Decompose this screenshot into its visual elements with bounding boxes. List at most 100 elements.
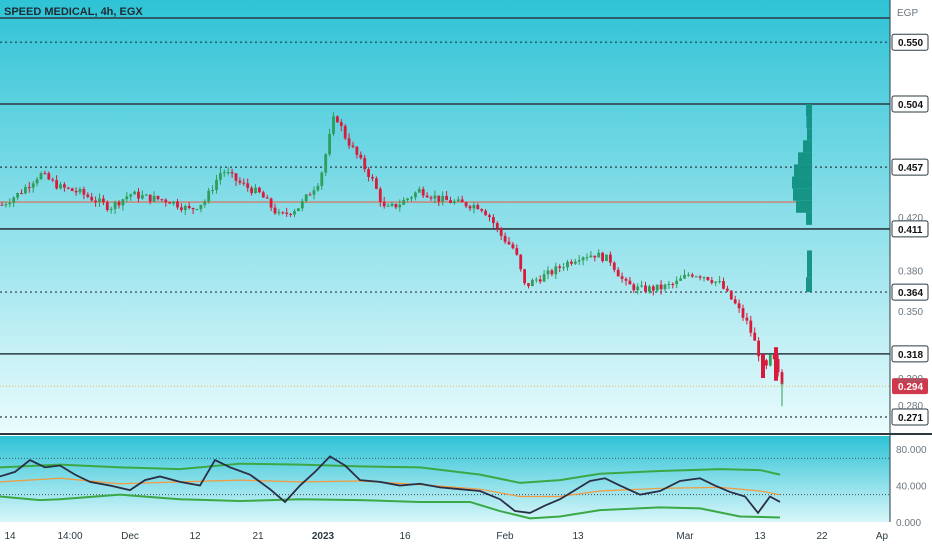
candle-body	[141, 195, 144, 199]
time-axis-tick: 21	[252, 531, 264, 542]
price-axis[interactable]	[890, 0, 932, 522]
candle-body	[726, 288, 729, 291]
axis-labels: 0.420 0.380 0.350 0.300 0.280 80.000 40.000 0.0…	[4, 213, 927, 542]
candle	[74, 187, 78, 196]
candle-body	[98, 198, 101, 203]
candle-body	[722, 281, 725, 289]
candle-body	[230, 172, 234, 174]
candle	[749, 315, 753, 337]
candle	[234, 173, 238, 186]
candle-body	[644, 285, 647, 292]
candle-body	[183, 205, 187, 211]
price-levels: 0.550 0.504 0.457 0.411 0.364 0.318 0.271 0.294	[0, 33, 929, 426]
candle	[27, 182, 31, 193]
currency-label: EGP	[897, 8, 918, 19]
candle	[320, 171, 324, 190]
candle-body	[398, 204, 402, 208]
candle-body	[429, 197, 433, 199]
candle-body	[663, 284, 667, 290]
candle	[499, 226, 503, 241]
candle-body	[636, 286, 640, 291]
candle-body	[714, 281, 718, 283]
candle-body	[39, 173, 43, 180]
time-axis-tick: 2023	[312, 531, 335, 542]
candle	[636, 283, 640, 295]
volume-profile-bar	[806, 116, 812, 129]
candle-body	[285, 212, 289, 214]
candle	[183, 204, 187, 216]
candle-body	[355, 146, 359, 155]
candle-body	[4, 204, 8, 206]
candle	[445, 191, 448, 201]
candle	[113, 200, 117, 215]
candle-body	[261, 192, 265, 198]
candle	[464, 201, 468, 209]
oscillator-pane[interactable]	[0, 436, 890, 522]
candle	[714, 281, 718, 287]
candle-body	[31, 183, 35, 188]
time-axis[interactable]	[0, 522, 932, 550]
volume-profile-bar	[796, 200, 812, 213]
candle	[441, 191, 445, 206]
candle-body	[180, 207, 183, 211]
volume-profile-bar	[803, 140, 812, 153]
candle	[429, 195, 433, 201]
candle-body	[172, 201, 175, 204]
candle	[718, 275, 721, 284]
candle	[492, 214, 495, 228]
candle	[121, 198, 125, 211]
candle-body	[570, 261, 573, 264]
candle	[289, 213, 292, 218]
candle-body	[414, 192, 417, 198]
candle-body	[679, 278, 682, 281]
candle	[269, 197, 273, 212]
candle	[774, 347, 778, 381]
candle	[137, 187, 140, 203]
candle-body	[199, 204, 203, 210]
candle	[195, 208, 199, 211]
candle-body	[780, 372, 784, 385]
candle	[402, 197, 406, 206]
candle	[141, 190, 144, 200]
candle-body	[168, 202, 172, 204]
candle-body	[74, 190, 78, 193]
candle	[316, 182, 320, 192]
candle	[488, 213, 491, 222]
candle	[597, 249, 601, 258]
price-pane[interactable]	[0, 0, 890, 432]
candle-body	[238, 180, 242, 183]
price-level-label: 0.364	[898, 288, 923, 299]
candle	[550, 268, 554, 277]
candle-body	[27, 187, 31, 189]
candle	[90, 192, 94, 202]
candle-body	[109, 208, 113, 210]
candle-body	[476, 205, 480, 210]
candle	[468, 204, 472, 211]
candle	[386, 203, 390, 207]
candle	[70, 187, 74, 192]
candle	[698, 274, 702, 281]
candle	[254, 184, 257, 194]
candle-body	[187, 205, 191, 208]
time-axis-tick: Feb	[496, 531, 514, 542]
time-axis-tick: 16	[399, 531, 411, 542]
candle-body	[421, 189, 425, 196]
candle-body	[35, 179, 39, 184]
candle-body	[499, 228, 503, 236]
candle-body	[117, 202, 121, 206]
candle-body	[324, 154, 328, 173]
candle	[577, 254, 581, 265]
time-axis-tick: 22	[816, 531, 828, 542]
candle-body	[538, 279, 542, 282]
candle	[375, 176, 378, 190]
candle-body	[258, 187, 261, 193]
candle	[655, 284, 659, 293]
candle	[199, 204, 203, 213]
candle-body	[328, 133, 331, 155]
candlestick-series	[0, 112, 784, 407]
candle-body	[495, 223, 499, 229]
candle-body	[675, 280, 679, 285]
candle	[753, 327, 757, 341]
candle	[519, 254, 523, 272]
